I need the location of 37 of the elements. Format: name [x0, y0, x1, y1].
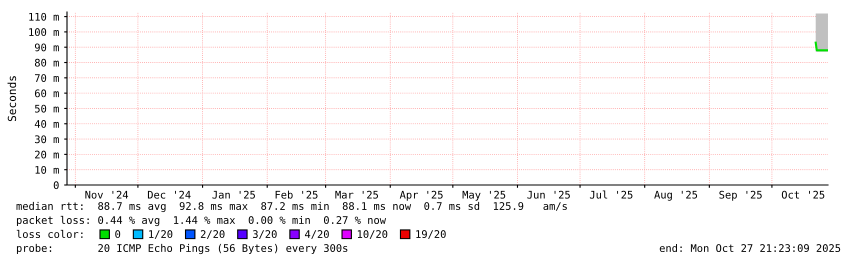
- y-tick-label: 50 m: [35, 104, 59, 113]
- y-tick-label: 60 m: [34, 89, 59, 98]
- legend-label: 19/20: [416, 230, 446, 239]
- y-tick-label: 80 m: [34, 58, 59, 67]
- legend-label: 2/20: [200, 230, 225, 239]
- text: median rtt: 88.7 ms avg 92.8 ms max 87.2 ms min 88.1 ms now 0.7 ms sd 125.9 am/s: [16, 202, 567, 212]
- x-tick-label: May '25: [462, 190, 506, 201]
- y-tick-label: 20 m: [35, 150, 59, 159]
- y-tick-label: 110 m: [29, 12, 59, 21]
- x-tick-label: Aug '25: [654, 190, 698, 201]
- y-tick-label: 0: [54, 181, 59, 190]
- text: probe: 20 ICMP Echo Pings (56 Bytes) every 300s: [16, 244, 348, 254]
- y-tick-label: 100 m: [29, 28, 59, 36]
- legend-label: 10/20: [358, 230, 388, 239]
- y-tick-label: 90 m: [34, 43, 59, 52]
- x-tick-label: Apr '25: [400, 190, 443, 201]
- x-tick-label: Jul '25: [590, 190, 632, 199]
- y-tick-label: 10 m: [36, 166, 59, 174]
- y-tick-label: 30 m: [34, 135, 59, 144]
- legend-label: 0: [115, 230, 120, 238]
- legend-label: 4/20: [304, 230, 329, 239]
- x-tick-label: Jun '25: [527, 190, 570, 199]
- x-tick-label: Jan '25: [212, 190, 255, 199]
- legend-label: 1/20: [149, 230, 172, 239]
- legend-label: 3/20: [252, 230, 277, 239]
- y-tick-label: 40 m: [34, 120, 59, 128]
- x-tick-label: Feb '25: [276, 190, 318, 199]
- text: packet loss: 0.44 % avg 1.44 % max 0.00 % min 0.27 % now: [16, 216, 386, 226]
- legend-title: loss color:: [16, 230, 82, 238]
- x-tick-label: Mar '25: [335, 190, 378, 199]
- y-axis-title: Seconds: [8, 76, 16, 122]
- x-tick-label: Sep '25: [719, 190, 762, 201]
- x-tick-label: Oct '25: [782, 190, 824, 199]
- y-tick-label: 70 m: [34, 74, 59, 82]
- x-tick-label: Nov '24: [85, 190, 128, 199]
- text: end: Mon Oct 27 21:23:09 2025: [660, 244, 840, 252]
- x-tick-label: Dec '24: [148, 190, 191, 199]
